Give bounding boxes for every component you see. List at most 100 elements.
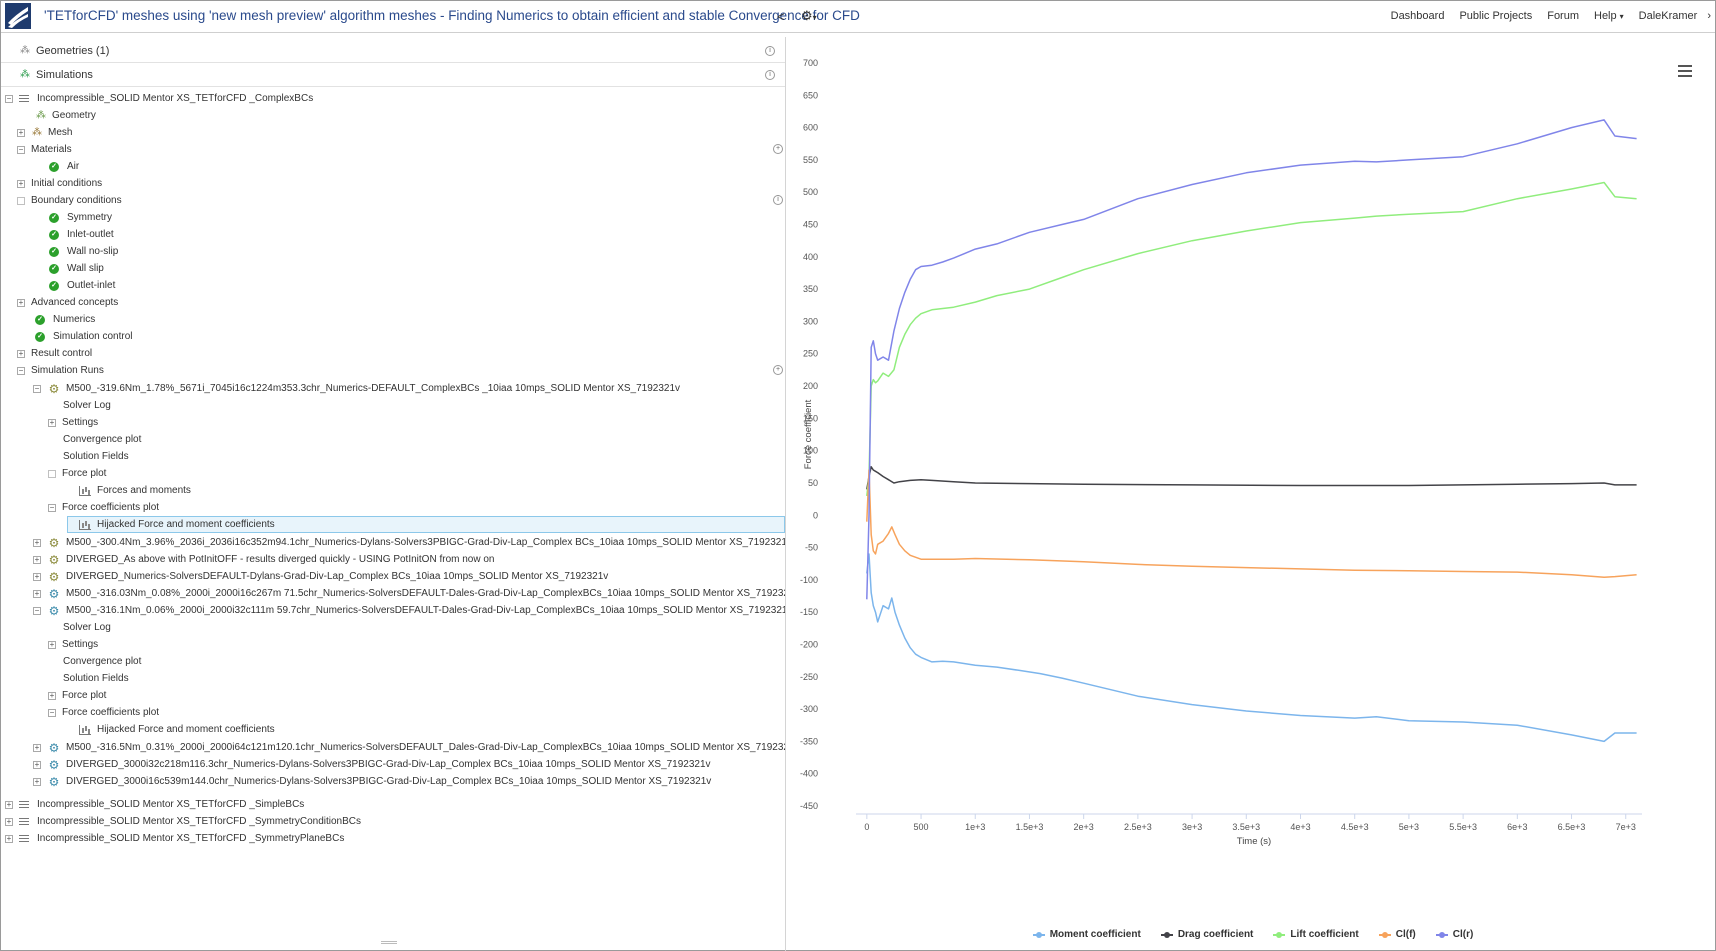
expand-icon[interactable]: + bbox=[33, 554, 41, 564]
tree-mesh[interactable]: + ⁂ Mesh bbox=[17, 124, 72, 141]
run-child-solution-fields[interactable]: Solution Fields bbox=[63, 448, 129, 465]
add-material-icon[interactable]: + bbox=[773, 144, 783, 154]
legend-item[interactable]: Moment coefficient bbox=[1032, 929, 1141, 940]
tree-bc-wall-slip[interactable]: ✓ Wall slip bbox=[49, 260, 104, 277]
run-gear-icon: ⚙ bbox=[48, 740, 60, 755]
run-item[interactable]: + ⚙ M500_-316.03Nm_0.08%_2000i_2000i16c2… bbox=[33, 585, 785, 602]
sim-symmetryplanebcs[interactable]: + Incompressible_SOLID Mentor XS_TETforC… bbox=[5, 830, 344, 847]
run-child-force-plot[interactable]: Force plot bbox=[48, 465, 106, 482]
run-child-solution-fields[interactable]: Solution Fields bbox=[63, 670, 129, 687]
tree-geometry[interactable]: ⁂ Geometry bbox=[35, 107, 96, 124]
settings-gear-icon[interactable]: ⚙▾ bbox=[801, 8, 817, 23]
collapse-icon[interactable] bbox=[17, 196, 25, 205]
legend-item[interactable]: Cl(r) bbox=[1435, 929, 1473, 940]
chart-menu-icon[interactable] bbox=[1678, 65, 1692, 77]
numerics-label: Numerics bbox=[53, 314, 96, 325]
nav-public-projects[interactable]: Public Projects bbox=[1459, 10, 1533, 22]
expand-icon[interactable]: + bbox=[33, 759, 41, 769]
expand-icon[interactable]: + bbox=[17, 127, 25, 137]
run-child-convergence-plot[interactable]: Convergence plot bbox=[63, 431, 141, 448]
legend-item[interactable]: Lift coefficient bbox=[1273, 929, 1359, 940]
run-child-solver-log[interactable]: Solver Log bbox=[63, 397, 111, 414]
tree-bc-wall-no-slip[interactable]: ✓ Wall no-slip bbox=[49, 243, 118, 260]
info-icon[interactable]: i bbox=[773, 195, 783, 205]
run-child-convergence-plot[interactable]: Convergence plot bbox=[63, 653, 141, 670]
expand-icon[interactable]: + bbox=[5, 816, 13, 826]
tree-simulation-runs[interactable]: − Simulation Runs + bbox=[17, 362, 783, 379]
info-icon[interactable]: i bbox=[765, 70, 775, 80]
run-item[interactable]: + ⚙ DIVERGED_Numerics-SolversDEFAULT-Dyl… bbox=[33, 568, 608, 585]
run-child-forces-and-moments[interactable]: Forces and moments bbox=[79, 482, 191, 499]
expand-icon[interactable]: + bbox=[17, 348, 25, 358]
add-run-icon[interactable]: + bbox=[773, 365, 783, 375]
run-item[interactable]: − ⚙ M500_-319.6Nm_1.78%_5671i_7045i16c12… bbox=[33, 380, 680, 397]
run-item[interactable]: + ⚙ DIVERGED_3000i32c218m116.3chr_Numeri… bbox=[33, 756, 711, 773]
run-item[interactable]: + ⚙ M500_-300.4Nm_3.96%_2036i_2036i16c35… bbox=[33, 534, 785, 551]
expand-icon[interactable]: + bbox=[48, 639, 56, 649]
check-icon: ✓ bbox=[49, 263, 59, 274]
panel-resize-handle[interactable] bbox=[381, 941, 397, 944]
run-child-force-coefficients-plot[interactable]: − Force coefficients plot bbox=[48, 499, 159, 516]
share-icon[interactable]: < bbox=[777, 9, 785, 24]
legend-label: Lift coefficient bbox=[1290, 929, 1359, 940]
info-icon[interactable]: i bbox=[765, 46, 775, 56]
legend-swatch bbox=[1160, 931, 1173, 938]
collapse-icon[interactable] bbox=[48, 469, 56, 478]
collapse-icon[interactable]: − bbox=[33, 605, 41, 615]
nav-dashboard[interactable]: Dashboard bbox=[1390, 10, 1445, 22]
expand-icon[interactable]: + bbox=[5, 833, 13, 843]
tree-advanced-concepts[interactable]: + Advanced concepts bbox=[17, 294, 118, 311]
collapse-icon[interactable]: − bbox=[5, 93, 13, 103]
expand-icon[interactable]: + bbox=[33, 537, 41, 547]
run-child-force-plot[interactable]: + Force plot bbox=[48, 687, 106, 704]
legend-label: Moment coefficient bbox=[1049, 929, 1141, 940]
sim-symmetryconditionbcs[interactable]: + Incompressible_SOLID Mentor XS_TETforC… bbox=[5, 813, 361, 830]
tree-bc-symmetry[interactable]: ✓ Symmetry bbox=[49, 209, 112, 226]
tree-initial-conditions[interactable]: + Initial conditions bbox=[17, 175, 102, 192]
legend-item[interactable]: Cl(f) bbox=[1378, 929, 1416, 940]
run-child-settings[interactable]: + Settings bbox=[48, 636, 98, 653]
tree-air[interactable]: ✓ Air bbox=[49, 158, 79, 175]
tree-numerics[interactable]: ✓ Numerics bbox=[35, 311, 95, 328]
run-item[interactable]: + ⚙ DIVERGED_As above with PotInitOFF - … bbox=[33, 551, 494, 568]
tree-bc-inlet-outlet[interactable]: ✓ Inlet-outlet bbox=[49, 226, 114, 243]
simulations-section[interactable]: ⁂ Simulations i bbox=[1, 63, 785, 87]
collapse-icon[interactable]: − bbox=[48, 707, 56, 717]
collapse-icon[interactable]: − bbox=[48, 502, 56, 512]
sim-complexbcs[interactable]: − Incompressible_SOLID Mentor XS_TETforC… bbox=[5, 90, 313, 107]
run-label: DIVERGED_Numerics-SolversDEFAULT-Dylans-… bbox=[66, 571, 609, 582]
expand-icon[interactable]: + bbox=[48, 690, 56, 700]
tree-result-control[interactable]: + Result control bbox=[17, 345, 92, 362]
user-menu-chevron-icon[interactable]: › bbox=[1707, 10, 1711, 22]
expand-icon[interactable]: + bbox=[33, 588, 41, 598]
tree-materials[interactable]: − Materials + bbox=[17, 141, 783, 158]
collapse-icon[interactable]: − bbox=[17, 144, 25, 154]
expand-icon[interactable]: + bbox=[33, 776, 41, 786]
sim-simplebcs[interactable]: + Incompressible_SOLID Mentor XS_TETforC… bbox=[5, 796, 304, 813]
run-item[interactable]: + ⚙ M500_-316.5Nm_0.31%_2000i_2000i64c12… bbox=[33, 739, 785, 756]
nav-forum[interactable]: Forum bbox=[1547, 10, 1579, 22]
nav-user-menu[interactable]: DaleKramer bbox=[1638, 10, 1698, 22]
collapse-icon[interactable]: − bbox=[33, 383, 41, 393]
geometries-section[interactable]: ⁂ Geometries (1) i bbox=[1, 39, 785, 63]
run-child-hijacked-coefficients[interactable]: Hijacked Force and moment coefficients bbox=[79, 721, 275, 738]
tree-simulation-control[interactable]: ✓ Simulation control bbox=[35, 328, 132, 345]
run-child-force-coefficients-plot[interactable]: − Force coefficients plot bbox=[48, 704, 159, 721]
tree-bc-outlet-inlet[interactable]: ✓ Outlet-inlet bbox=[49, 277, 115, 294]
simscale-logo-icon[interactable] bbox=[5, 3, 31, 29]
run-child-hijacked-coefficients-selected[interactable]: Hijacked Force and moment coefficients bbox=[67, 516, 785, 533]
nav-help[interactable]: Help ▾ bbox=[1594, 10, 1624, 22]
run-item[interactable]: − ⚙ M500_-316.1Nm_0.06%_2000i_2000i32c11… bbox=[33, 602, 785, 619]
legend-item[interactable]: Drag coefficient bbox=[1160, 929, 1253, 940]
expand-icon[interactable]: + bbox=[33, 742, 41, 752]
expand-icon[interactable]: + bbox=[48, 417, 56, 427]
run-child-settings[interactable]: + Settings bbox=[48, 414, 98, 431]
run-child-solver-log[interactable]: Solver Log bbox=[63, 619, 111, 636]
expand-icon[interactable]: + bbox=[17, 178, 25, 188]
tree-boundary-conditions[interactable]: Boundary conditions i bbox=[17, 192, 783, 209]
collapse-icon[interactable]: − bbox=[17, 365, 25, 375]
expand-icon[interactable]: + bbox=[33, 571, 41, 581]
run-item[interactable]: + ⚙ DIVERGED_3000i16c539m144.0chr_Numeri… bbox=[33, 773, 711, 790]
expand-icon[interactable]: + bbox=[17, 297, 25, 307]
expand-icon[interactable]: + bbox=[5, 799, 13, 809]
